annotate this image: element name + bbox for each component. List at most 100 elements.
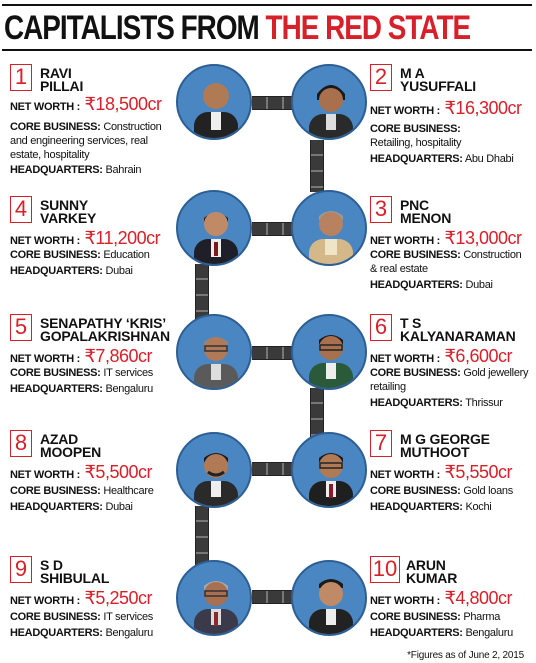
person-name-line-2: SHIBULAL (40, 570, 110, 586)
net-worth-value: ₹4,800cr (444, 588, 512, 608)
headquarters: HEADQUARTERS: Dubai (10, 500, 170, 514)
person-name-line-2: MOOPEN (40, 444, 102, 460)
net-worth: NET WORTH : ₹11,200cr (10, 228, 161, 249)
person-name-line-1: SUNNY (40, 197, 89, 213)
core-business-value: Pharma (463, 611, 501, 623)
photo-sd-shibulal (176, 560, 252, 636)
chain-9-10 (252, 590, 292, 604)
net-worth-value: ₹18,500cr (84, 94, 162, 114)
entry-rank-6: 6 T S KALYANARAMAN NET WORTH : ₹6,600cr … (370, 314, 530, 414)
headquarters-value: Dubai (105, 501, 133, 513)
chain-8-9 (195, 506, 209, 566)
person-name-line-1: T S (400, 315, 422, 331)
chain-4-5 (195, 264, 209, 322)
person-name-line-1: S D (40, 557, 63, 573)
core-business-label: CORE BUSINESS: (10, 485, 101, 497)
headquarters: HEADQUARTERS: Dubai (10, 264, 170, 278)
headquarters-value: Kochi (465, 501, 492, 513)
rank-badge: 1 (10, 64, 32, 91)
entry-rank-2: 2 M A YUSUFFALI NET WORTH : ₹16,300cr CO… (370, 64, 530, 174)
core-business-label: CORE BUSINESS: (370, 485, 461, 497)
person-name-line-1: M G GEORGE (400, 431, 490, 447)
headquarters-value: Bahrain (105, 164, 142, 176)
core-business-value: IT services (103, 367, 153, 379)
net-worth: NET WORTH : ₹5,250cr (10, 588, 152, 609)
headquarters: HEADQUARTERS: Bahrain (10, 163, 170, 177)
net-worth-label: NET WORTH : (10, 235, 81, 247)
headquarters-value: Bengaluru (465, 627, 513, 639)
headquarters: HEADQUARTERS: Kochi (370, 500, 530, 514)
core-business: CORE BUSINESS: IT services (10, 610, 170, 624)
net-worth-value: ₹5,500cr (84, 462, 152, 482)
net-worth-value: ₹13,000cr (444, 228, 522, 248)
rank-badge: 9 (10, 556, 32, 583)
title-bar: CAPITALISTS FROM THE RED STATE (0, 0, 536, 51)
core-business-value: Gold jewellery retailing (370, 367, 529, 393)
photo-pnc-menon (291, 190, 367, 266)
core-business: CORE BUSINESS: Gold loans (370, 484, 530, 498)
person-name-line-1: AZAD (40, 431, 79, 447)
rank-badge: 6 (370, 314, 392, 341)
core-business-label: CORE BUSINESS: (370, 249, 461, 261)
photo-sunny-varkey (176, 190, 252, 266)
entry-rank-8: 8 AZAD MOOPEN NET WORTH : ₹5,500cr CORE … (10, 430, 170, 520)
core-business: CORE BUSINESS: IT services (10, 366, 170, 380)
core-business: CORE BUSINESS: Healthcare (10, 484, 170, 498)
person-name-line-2: MENON (400, 210, 452, 226)
core-business-value: Education (103, 249, 150, 261)
person-name-line-2: YUSUFFALI (400, 78, 476, 94)
headquarters-label: HEADQUARTERS: (370, 501, 463, 513)
net-worth-label: NET WORTH : (370, 105, 441, 117)
entry-rank-3: 3 PNC MENON NET WORTH : ₹13,000cr CORE B… (370, 196, 530, 296)
net-worth: NET WORTH : ₹4,800cr (370, 588, 512, 609)
headquarters: HEADQUARTERS: Bengaluru (10, 626, 170, 640)
person-name-line-2: GOPALAKRISHNAN (40, 328, 170, 344)
rank-badge: 5 (10, 314, 32, 341)
footnote: *Figures as of June 2, 2015 (407, 650, 524, 661)
core-business: CORE BUSINESS: Gold jewellery retailing (370, 366, 530, 394)
photo-arun-kumar (291, 560, 367, 636)
headquarters-value: Dubai (465, 279, 493, 291)
title-top-rule (2, 4, 532, 6)
rank-badge: 7 (370, 430, 392, 457)
net-worth-value: ₹7,860cr (84, 346, 152, 366)
core-business: CORE BUSINESS: Education (10, 248, 170, 262)
net-worth: NET WORTH : ₹13,000cr (370, 228, 522, 249)
core-business-label: CORE BUSINESS: (370, 611, 461, 623)
person-name-line-2: PILLAI (40, 78, 84, 94)
person-name-line-2: VARKEY (40, 210, 97, 226)
headquarters-label: HEADQUARTERS: (370, 279, 463, 291)
net-worth-value: ₹16,300cr (444, 98, 522, 118)
net-worth: NET WORTH : ₹7,860cr (10, 346, 152, 367)
headquarters-value: Abu Dhabi (464, 153, 514, 165)
person-name-line-1: ARUN (406, 557, 446, 573)
net-worth-value: ₹5,550cr (444, 462, 512, 482)
person-name-line-1: M A (400, 65, 425, 81)
person-name-line-2: MUTHOOT (400, 444, 470, 460)
title-part-black: CAPITALISTS FROM (4, 9, 260, 47)
net-worth: NET WORTH : ₹5,550cr (370, 462, 512, 483)
core-business-value: Construction and engineering services, r… (10, 121, 162, 161)
headquarters-label: HEADQUARTERS: (370, 153, 463, 165)
photo-azad-moopen (176, 432, 252, 508)
headquarters-value: Bengaluru (105, 383, 153, 395)
headquarters-label: HEADQUARTERS: (10, 627, 103, 639)
core-business-value: Retailing, hospitality (370, 137, 462, 149)
entry-rank-9: 9 S D SHIBULAL NET WORTH : ₹5,250cr CORE… (10, 556, 170, 646)
core-business-value: IT services (103, 611, 153, 623)
net-worth-label: NET WORTH : (370, 235, 441, 247)
core-business: CORE BUSINESS: Construction & real estat… (370, 248, 530, 276)
chain-3-4 (252, 222, 292, 236)
person-name-line-1: RAVI (40, 65, 72, 81)
entry-rank-4: 4 SUNNY VARKEY NET WORTH : ₹11,200cr COR… (10, 196, 170, 286)
person-name-line-1: PNC (400, 197, 429, 213)
title-part-red: THE RED STATE (265, 9, 472, 47)
core-business-label: CORE BUSINESS: (10, 121, 101, 133)
net-worth: NET WORTH : ₹5,500cr (10, 462, 152, 483)
core-business-value: Healthcare (103, 485, 154, 497)
net-worth: NET WORTH : ₹16,300cr (370, 98, 522, 119)
person-name-line-2: KUMAR (406, 570, 458, 586)
photo-ma-yusuffali (291, 64, 367, 140)
core-business: CORE BUSINESS: Construction and engineer… (10, 120, 170, 162)
chain-6-7 (310, 388, 324, 438)
